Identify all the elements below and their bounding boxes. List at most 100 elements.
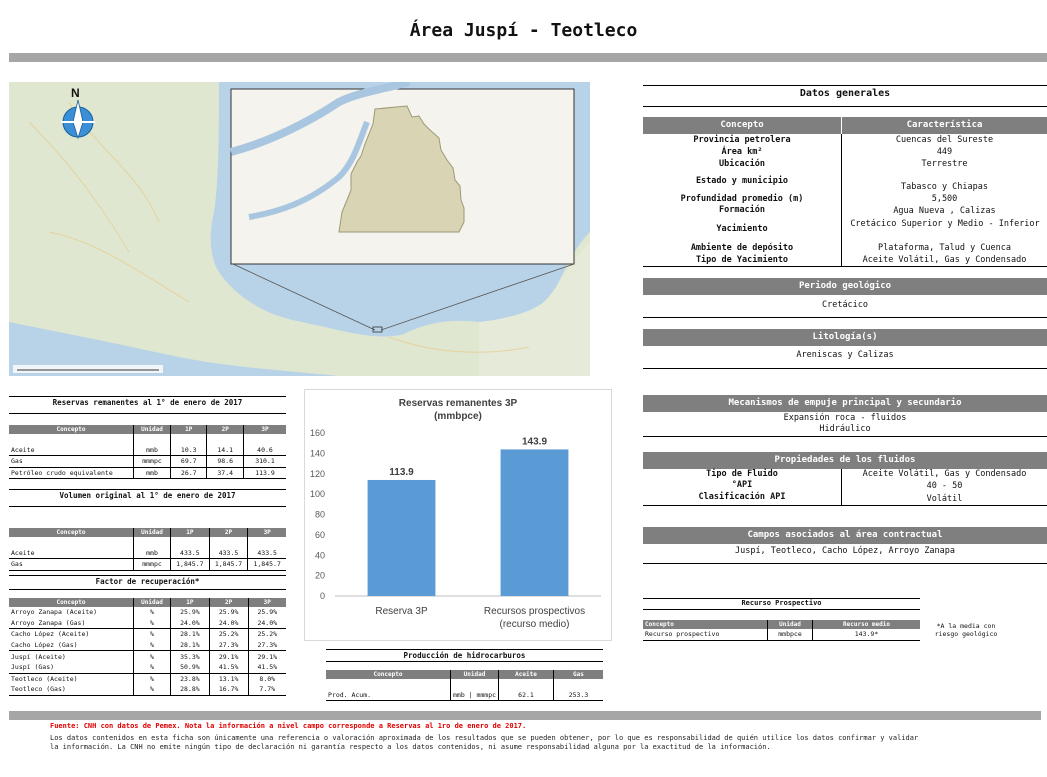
dg-value-1: 449 — [936, 147, 953, 157]
map-graphic — [9, 82, 590, 376]
cell: 7.7% — [247, 684, 286, 696]
cell: % — [133, 650, 171, 662]
fl-label-0: Tipo de Fluido — [706, 469, 778, 479]
dg-label-1: Área km² — [721, 147, 763, 157]
campos-title: Campos asociados al área contractual — [643, 527, 1047, 544]
dg-label-7: Ambiente de depósito — [690, 243, 794, 253]
cell: % — [133, 684, 171, 696]
recurso-col-unidad: Unidad — [767, 620, 813, 629]
datos-generales-header: Concepto Característica — [643, 117, 1047, 134]
data-label: 113.9 — [389, 467, 414, 478]
mecanismos-title: Mecanismos de empuje principal y secunda… — [643, 395, 1047, 412]
y-tick-label: 0 — [320, 591, 325, 601]
cell: % — [133, 607, 171, 618]
litologia-value: Areniscas y Calizas — [796, 350, 894, 360]
cell: Juspí (Aceite) — [11, 652, 66, 661]
cell: 1,845.7 — [170, 558, 210, 571]
cell: 24.0% — [170, 617, 210, 630]
volumen-col-2: 1P — [170, 528, 210, 537]
cell: 28.1% — [170, 639, 210, 652]
recurso-note: *A la media con riesgo geológico — [934, 622, 998, 638]
footer-divider — [9, 711, 1041, 720]
cell: 25.9% — [170, 607, 210, 618]
table-row: Gas mmmpc 69.7 98.6 310.1 — [9, 455, 286, 468]
y-tick-label: 160 — [310, 428, 325, 438]
dg-label-6: Yacimiento — [716, 224, 768, 234]
reservas-col-3: 2P — [206, 425, 244, 434]
cell: 25.9% — [247, 607, 286, 618]
factor-col-4: 3P — [247, 598, 286, 607]
table-row: Aceite mmb 433.5 433.5 433.5 — [9, 547, 286, 560]
cell: 1,845.7 — [208, 558, 248, 571]
produccion-table: Concepto Unidad Aceite Gas Prod. Acum. m… — [326, 670, 603, 702]
cell: 25.9% — [208, 607, 248, 618]
cell: 23.8% — [170, 673, 210, 685]
periodo-value: Cretácico — [821, 300, 869, 310]
table-row: Juspí (Aceite) % 35.3% 29.1% 29.1% — [9, 650, 286, 662]
cell: 41.5% — [247, 661, 286, 674]
cell: mmb — [133, 467, 171, 480]
cell: Cacho López (Gas) — [9, 639, 134, 652]
recurso-col-concepto: Concepto — [643, 620, 768, 629]
mecanismos-line2: Hidráulico — [819, 424, 871, 434]
reservas-col-1: Unidad — [133, 425, 171, 434]
table-row: Cacho López (Aceite) % 28.1% 25.2% 25.2% — [9, 628, 286, 640]
cell: mmmpc — [133, 558, 171, 571]
table-row: Cacho López (Gas) % 28.1% 27.3% 27.3% — [9, 639, 286, 652]
dg-label-3: Estado y municipio — [695, 176, 789, 186]
volumen-col-1: Unidad — [133, 528, 171, 537]
volumen-col-4: 3P — [247, 528, 286, 537]
fl-value-2: Volátil — [926, 494, 963, 504]
dg-label-0: Provincia petrolera — [693, 135, 791, 145]
volumen-title: Volumen original al 1° de enero de 2017 — [59, 491, 236, 500]
table-row: Arroyo Zanapa (Aceite) % 25.9% 25.9% 25.… — [9, 607, 286, 618]
cell: 1,845.7 — [247, 558, 286, 571]
fl-value-1: 40 - 50 — [926, 481, 963, 491]
dg-value-8: Aceite Volátil, Gas y Condensado — [862, 255, 1027, 265]
bar — [367, 479, 436, 596]
produccion-col-1: Unidad — [449, 670, 499, 679]
cell: Aceite — [9, 444, 134, 457]
cell: Petróleo crudo equivalente — [9, 467, 134, 480]
datos-generales-title: Datos generales — [799, 88, 891, 99]
recurso-title: Recurso Prospectivo — [741, 599, 822, 607]
footer-source: Fuente: CNH con datos de Pemex. Nota la … — [50, 722, 527, 730]
cell: % — [133, 661, 171, 674]
footer-disclaimer-2: la información. La CNH no emite ningún t… — [50, 743, 771, 751]
dg-label-2: Ubicación — [718, 159, 766, 169]
cell: mmb — [133, 444, 171, 457]
cell: 433.5 — [208, 547, 248, 560]
dg-label-4: Profundidad promedio (m) — [680, 194, 804, 204]
recurso-concepto: Recurso prospectivo — [643, 629, 768, 641]
produccion-title: Producción de hidrocarburos — [403, 651, 526, 660]
col-caracteristica: Característica — [906, 120, 983, 130]
chart-subtitle: (mmbpce) — [434, 411, 482, 422]
cell: 98.6 — [206, 455, 244, 468]
reservas-chart: Reservas remanentes 3P (mmbpce) 0 20 40 60 8… — [304, 389, 612, 641]
location-map: N — [9, 82, 590, 376]
produccion-col-0: Concepto — [326, 670, 451, 679]
factor-col-0: Concepto — [9, 598, 134, 607]
cell: 24.0% — [247, 617, 286, 630]
cell: 310.1 — [242, 455, 286, 468]
recurso-table: Concepto Unidad Recurso medio Recurso pr… — [643, 620, 920, 641]
reservas-col-0: Concepto — [9, 425, 134, 434]
cell: mmb | mmmpc — [449, 689, 499, 702]
periodo-title: Periodo geológico — [643, 278, 1047, 295]
cell: 27.3% — [247, 639, 286, 652]
x-tick-label: Recursos prospectivos — [484, 606, 585, 617]
table-row: Juspí (Gas) % 50.9% 41.5% 41.5% — [9, 661, 286, 674]
page-title: Área Juspí - Teotleco — [409, 20, 638, 41]
table-row: Arroyo Zanapa (Gas) % 24.0% 24.0% 24.0% — [9, 617, 286, 630]
dg-value-0: Cuencas del Sureste — [895, 135, 994, 145]
cell: 13.1% — [208, 673, 248, 685]
cell: 69.7 — [169, 455, 207, 468]
cell: 50.9% — [170, 661, 210, 674]
cell: 16.7% — [208, 684, 248, 696]
cell: 8.0% — [247, 673, 286, 685]
factor-col-1: Unidad — [133, 598, 171, 607]
cell: % — [133, 639, 171, 652]
reservas-col-2: 1P — [169, 425, 207, 434]
dg-value-5: Agua Nueva , Calizas — [893, 206, 996, 216]
dg-value-3: Tabasco y Chiapas — [901, 182, 988, 192]
